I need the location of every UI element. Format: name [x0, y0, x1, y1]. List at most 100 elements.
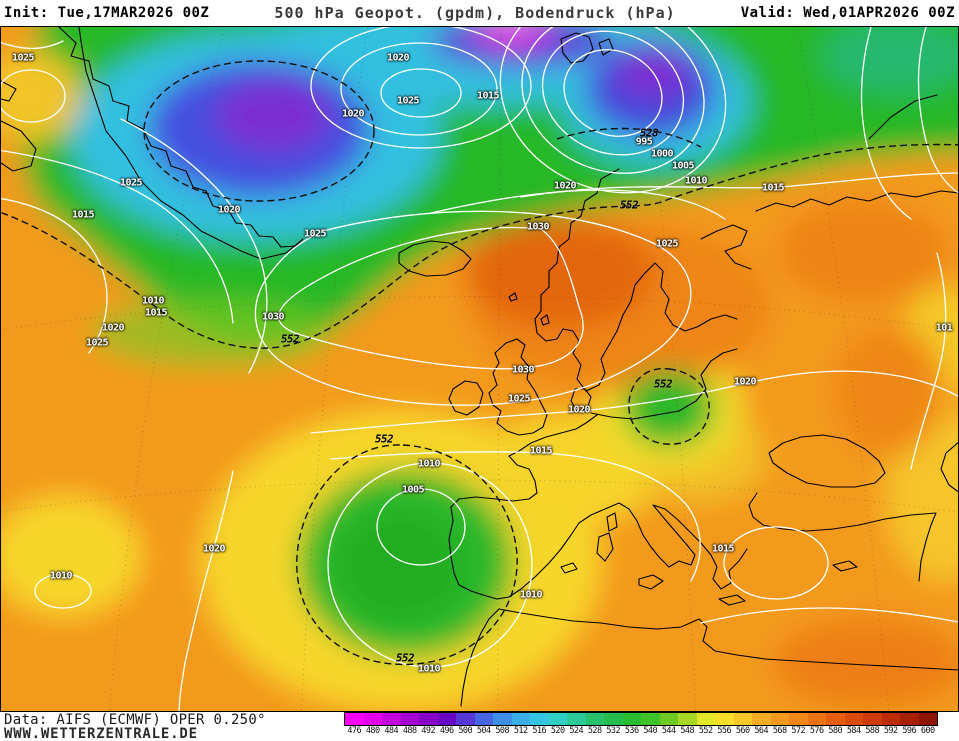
legend-value: 568 — [772, 726, 787, 736]
legend-cell — [382, 713, 401, 725]
pressure-label: 1010 — [49, 570, 73, 582]
legend-cell — [530, 713, 549, 725]
pressure-label: 1030 — [261, 311, 285, 323]
legend-value: 520 — [550, 726, 565, 736]
pressure-label: 1025 — [655, 238, 679, 250]
legend-cell — [844, 713, 863, 725]
pressure-label: 1005 — [401, 484, 425, 496]
legend-color-bar — [344, 712, 938, 726]
pressure-label: 1020 — [202, 543, 226, 555]
legend-value: 560 — [735, 726, 750, 736]
legend-value: 572 — [791, 726, 806, 736]
pressure-label: 1010 — [417, 458, 441, 470]
website-link[interactable]: WWW.WETTERZENTRALE.DE — [4, 726, 198, 741]
legend-value: 588 — [865, 726, 880, 736]
isobars — [1, 27, 958, 711]
legend-value: 512 — [513, 726, 528, 736]
legend-cell — [548, 713, 567, 725]
legend-value: 548 — [680, 726, 695, 736]
pressure-label: 1025 — [85, 337, 109, 349]
coastlines — [1, 27, 958, 707]
legend-value: 516 — [532, 726, 547, 736]
map-title: 500 hPa Geopot. (gpdm), Bodendruck (hPa) — [274, 4, 676, 22]
legend-cell — [585, 713, 604, 725]
map-footer: Data: AIFS (ECMWF) OPER 0.250° WWW.WETTE… — [0, 712, 959, 741]
legend-value: 488 — [402, 726, 417, 736]
pressure-label: 1000 — [650, 148, 674, 160]
legend-cell — [863, 713, 882, 725]
legend-cell — [456, 713, 475, 725]
pressure-label: 1010 — [417, 663, 441, 675]
geopotential-label: 552 — [653, 377, 673, 391]
legend-cell — [881, 713, 900, 725]
geopotential-contours — [1, 60, 958, 666]
legend-value: 544 — [661, 726, 676, 736]
legend-cell — [604, 713, 623, 725]
legend-value: 540 — [643, 726, 658, 736]
weather-map: 1025 1020 1025 1015 1020 995 1000 1005 1010 1015 1… — [0, 26, 959, 712]
legend-cell — [696, 713, 715, 725]
legend-cell — [567, 713, 586, 725]
legend-cell — [733, 713, 752, 725]
legend-value: 600 — [920, 726, 935, 736]
legend-value: 528 — [587, 726, 602, 736]
legend-value: 532 — [606, 726, 621, 736]
legend-value: 476 — [347, 726, 362, 736]
map-header: Init: Tue,17MAR2026 00Z 500 hPa Geopot. … — [0, 0, 959, 26]
pressure-label: 1020 — [217, 204, 241, 216]
init-time: Init: Tue,17MAR2026 00Z — [4, 5, 210, 21]
legend-cell — [715, 713, 734, 725]
legend-value: 480 — [365, 726, 380, 736]
legend-value: 592 — [883, 726, 898, 736]
data-source: Data: AIFS (ECMWF) OPER 0.250° — [4, 712, 266, 728]
color-legend: 476 480 484 488 492 496 500 504 508 512 516 520 524 5… — [344, 712, 938, 736]
pressure-label: 1030 — [511, 364, 535, 376]
legend-value: 576 — [809, 726, 824, 736]
legend-cell — [900, 713, 919, 725]
pressure-label: 1010 — [684, 175, 708, 187]
pressure-label: 995 — [635, 136, 653, 148]
pressure-label: 1020 — [553, 180, 577, 192]
geopotential-label: 552 — [374, 432, 394, 446]
pressure-label: 1020 — [733, 376, 757, 388]
legend-value: 492 — [421, 726, 436, 736]
geopotential-label: 552 — [395, 651, 415, 665]
pressure-label: 1015 — [761, 182, 785, 194]
contour-overlay — [1, 27, 958, 711]
pressure-label: 101 — [935, 322, 953, 334]
pressure-label: 1020 — [386, 52, 410, 64]
legend-cell — [493, 713, 512, 725]
geopotential-label: 552 — [619, 198, 639, 212]
legend-value: 500 — [458, 726, 473, 736]
legend-value: 484 — [384, 726, 399, 736]
legend-cell — [622, 713, 641, 725]
legend-value: 596 — [902, 726, 917, 736]
pressure-label: 1010 — [519, 589, 543, 601]
legend-value: 508 — [495, 726, 510, 736]
geopotential-label: 552 — [280, 332, 300, 346]
legend-cell — [918, 713, 937, 725]
pressure-label: 1025 — [119, 177, 143, 189]
legend-value-row: 476 480 484 488 492 496 500 504 508 512 516 520 524 5… — [345, 726, 937, 736]
pressure-label: 1025 — [396, 95, 420, 107]
legend-cell — [789, 713, 808, 725]
legend-cell — [826, 713, 845, 725]
legend-value: 536 — [624, 726, 639, 736]
legend-value: 524 — [569, 726, 584, 736]
legend-cell — [752, 713, 771, 725]
pressure-label: 1030 — [526, 221, 550, 233]
pressure-label: 1015 — [476, 90, 500, 102]
legend-value: 504 — [476, 726, 491, 736]
pressure-label: 1025 — [11, 52, 35, 64]
legend-value: 564 — [754, 726, 769, 736]
legend-cell — [400, 713, 419, 725]
legend-cell — [678, 713, 697, 725]
pressure-label: 1015 — [71, 209, 95, 221]
legend-value: 556 — [717, 726, 732, 736]
pressure-label: 1025 — [303, 228, 327, 240]
legend-value: 496 — [439, 726, 454, 736]
legend-cell — [345, 713, 364, 725]
legend-cell — [437, 713, 456, 725]
legend-cell — [641, 713, 660, 725]
